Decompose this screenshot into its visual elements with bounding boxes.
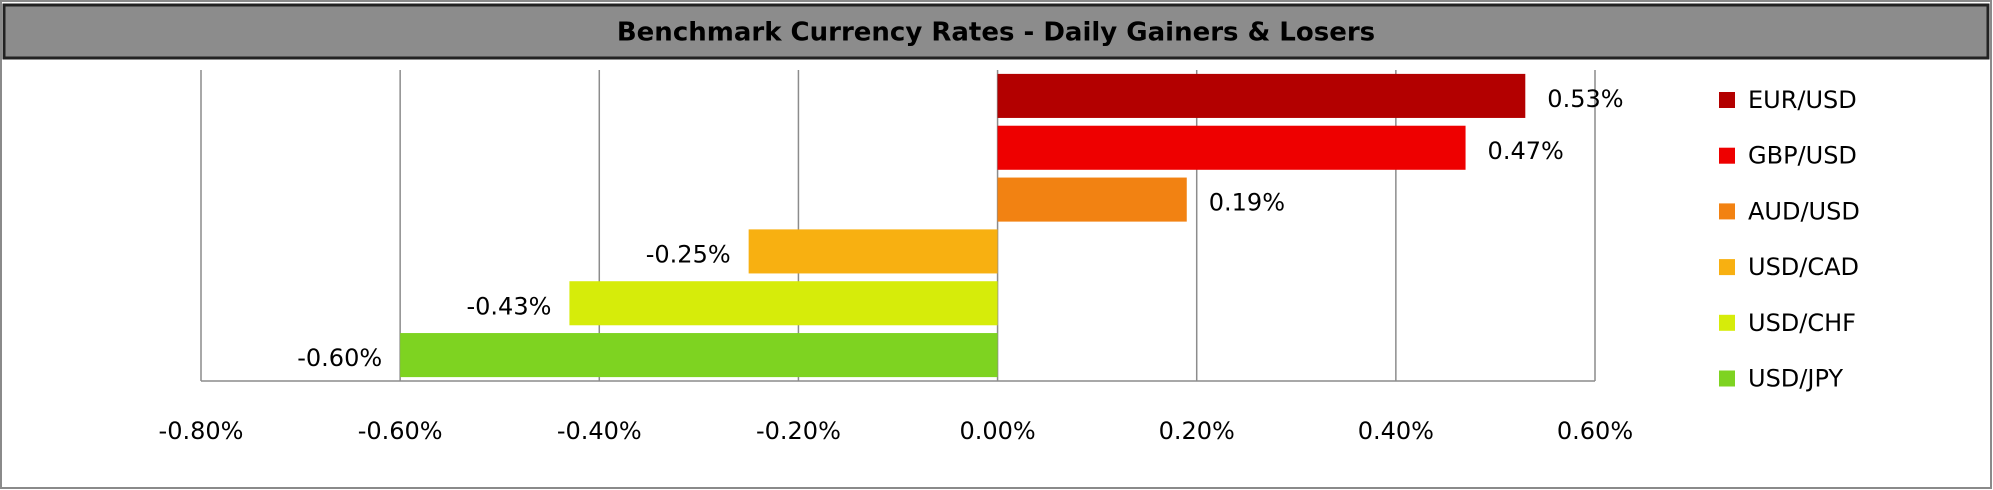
bar [400,333,998,378]
value-label: -0.60% [297,344,382,372]
title-bar [2,3,1990,60]
x-tick-label: -0.80% [159,417,244,445]
chart-title: Benchmark Currency Rates - Daily Gainers… [617,18,1375,48]
legend-label: USD/CHF [1748,309,1856,337]
value-label: -0.25% [646,240,731,268]
x-tick-label: -0.20% [756,417,841,445]
legend-swatch [1719,314,1735,331]
x-tick-label: 0.20% [1159,417,1235,445]
x-tick-label: -0.40% [557,417,642,445]
legend-label: USD/JPY [1748,365,1843,393]
legend-swatch [1719,147,1735,164]
x-tick-label: -0.60% [358,417,443,445]
legend-label: GBP/USD [1748,142,1857,170]
legend-swatch [1719,92,1735,108]
x-tick-label: 0.60% [1557,417,1633,445]
value-label: -0.43% [467,292,552,320]
bar [569,281,998,326]
bar [997,125,1466,170]
legend-label: USD/CAD [1748,253,1859,281]
legend-swatch [1719,259,1735,276]
x-tick-label: 0.40% [1358,417,1434,445]
x-tick-label: 0.00% [959,417,1035,445]
legend-label: EUR/USD [1748,86,1857,114]
bar [997,73,1526,118]
legend-swatch [1719,370,1735,387]
legend-swatch [1719,203,1735,220]
value-label: 0.47% [1488,137,1564,165]
bar [748,229,998,274]
value-label: 0.53% [1547,85,1623,113]
bar [997,177,1187,222]
legend-label: AUD/USD [1748,197,1860,225]
value-label: 0.19% [1209,189,1285,217]
